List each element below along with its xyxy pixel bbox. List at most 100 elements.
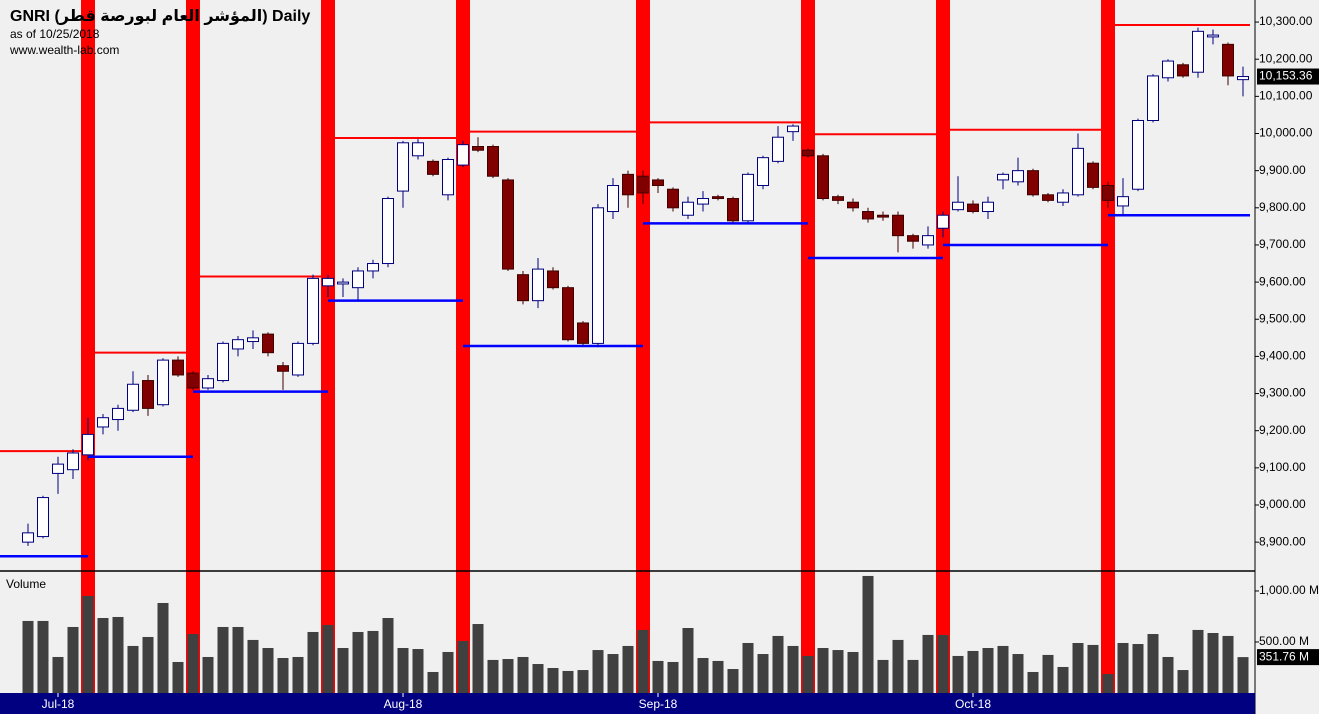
candle-body (1072, 147, 1084, 196)
y-tick-label: 9,600.00 (1259, 274, 1306, 288)
candle-body (937, 214, 949, 229)
volume-bar (1132, 644, 1144, 693)
period-band (801, 0, 815, 693)
candle-body (907, 235, 919, 242)
price-badge (1257, 68, 1319, 85)
candle-body (157, 359, 169, 406)
candle-body (787, 125, 799, 133)
y-tick-label: 9,000.00 (1259, 497, 1306, 511)
y-tick-label: 9,500.00 (1259, 311, 1306, 325)
volume-bar (757, 654, 769, 693)
candle-body (637, 175, 649, 194)
candle-body (502, 179, 514, 270)
candle-body (892, 214, 904, 237)
volume-bar (517, 656, 529, 693)
candle-body (682, 201, 694, 216)
volume-bar (187, 634, 199, 693)
volume-bar (412, 649, 424, 693)
y-tick-label: 9,300.00 (1259, 386, 1306, 400)
volume-bar (742, 643, 754, 693)
volume-bar (127, 645, 139, 693)
volume-badge-label: 351.76 M (1259, 649, 1309, 663)
volume-bar (502, 659, 514, 693)
volume-bar (1042, 654, 1054, 693)
y-tick-label: 10,300.00 (1259, 14, 1313, 28)
volume-bar (682, 628, 694, 693)
volume-bar (727, 669, 739, 693)
volume-bar (547, 668, 559, 693)
candle-body (1057, 192, 1069, 203)
candle-body (382, 198, 394, 265)
candle-body (277, 365, 289, 372)
x-tick-label: Sep-18 (639, 697, 678, 711)
volume-bar (1117, 643, 1129, 693)
candle-body (532, 268, 544, 302)
volume-bar (262, 648, 274, 693)
candle-body (1177, 64, 1189, 77)
volume-bar (877, 659, 889, 693)
volume-bar (1102, 674, 1114, 693)
volume-bar (772, 635, 784, 693)
volume-bar (292, 656, 304, 693)
volume-bar (832, 650, 844, 693)
candle-body (1042, 194, 1054, 201)
candle-body (352, 270, 364, 289)
candle-body (697, 198, 709, 205)
candle-body (187, 372, 199, 389)
volume-bar (937, 634, 949, 693)
volume-bar (592, 650, 604, 693)
volume-bar (487, 659, 499, 693)
volume-bar (1072, 643, 1084, 693)
volume-bar (1222, 635, 1234, 693)
period-band (186, 0, 200, 693)
volume-bar (352, 631, 364, 693)
candle-body (622, 173, 634, 196)
volume-bar (1057, 666, 1069, 693)
volume-bar (277, 658, 289, 693)
candle-body (52, 463, 64, 474)
volume-bar (217, 626, 229, 693)
volume-bar (622, 645, 634, 693)
volume-bar (802, 655, 814, 693)
candle-body (1192, 30, 1204, 73)
candle-body (607, 185, 619, 213)
volume-bar (667, 661, 679, 693)
volume-bar (787, 645, 799, 693)
period-band (1101, 0, 1115, 693)
candle-body (847, 201, 859, 209)
volume-bar (982, 648, 994, 693)
candle-body (397, 142, 409, 192)
candle-body (967, 203, 979, 213)
candle-body (142, 380, 154, 409)
candle-body (1162, 60, 1174, 79)
volume-bar (1087, 644, 1099, 693)
volume-bar (1162, 656, 1174, 693)
candle-body (577, 322, 589, 344)
candle-body (1012, 170, 1024, 183)
candle-body (472, 146, 484, 151)
volume-bar (1237, 657, 1249, 693)
candle-body (727, 198, 739, 222)
price-badge-label: 10,153.36 (1259, 69, 1313, 83)
volume-bar (1027, 671, 1039, 693)
volume-bar (202, 656, 214, 693)
candle-body (652, 179, 664, 187)
x-tick-label: Oct-18 (955, 697, 991, 711)
candle-body (742, 173, 754, 222)
candle-body (1102, 185, 1114, 201)
volume-badge (1257, 649, 1319, 666)
candle-body (307, 277, 319, 344)
volume-bar (97, 618, 109, 693)
candle-body (217, 342, 229, 382)
y-tick-label: 9,200.00 (1259, 423, 1306, 437)
candle-body (517, 274, 529, 302)
y2-tick-label: 1,000.00 M (1259, 583, 1319, 597)
source: www.wealth-lab.com (9, 43, 119, 57)
candle-body (952, 201, 964, 211)
volume-bar (712, 660, 724, 693)
volume-bar (82, 595, 94, 693)
volume-bar (577, 670, 589, 693)
volume-bar (922, 634, 934, 693)
y-tick-label: 9,400.00 (1259, 349, 1306, 363)
